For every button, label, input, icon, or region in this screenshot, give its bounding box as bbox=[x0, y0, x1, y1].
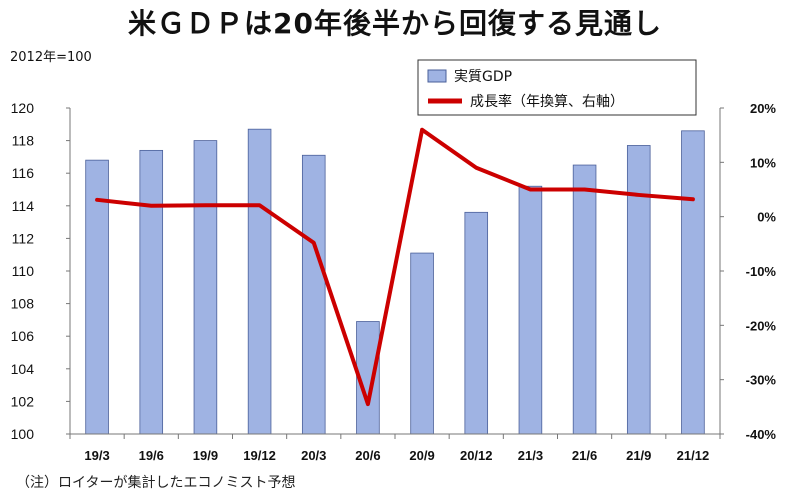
x-tick-label: 19/6 bbox=[139, 448, 164, 463]
x-tick-label: 20/3 bbox=[301, 448, 326, 463]
gdp-bar-19/9 bbox=[193, 140, 218, 435]
gdp-bar-21/12 bbox=[681, 130, 705, 435]
gdp-bar-20/9 bbox=[410, 252, 434, 435]
x-tick-label: 21/9 bbox=[626, 448, 651, 463]
left-tick-label: 102 bbox=[11, 393, 35, 409]
chart-title: 米ＧＤＰは20年後半から回復する見通し bbox=[128, 7, 662, 40]
x-tick-label: 21/6 bbox=[572, 448, 597, 463]
gdp-bar-19/6 bbox=[139, 149, 164, 435]
x-tick-label: 19/12 bbox=[243, 448, 276, 463]
left-tick-label: 106 bbox=[11, 328, 35, 344]
base-year-label: 2012年=100 bbox=[10, 50, 92, 65]
gdp-bar-21/9 bbox=[626, 145, 651, 435]
right-tick-label: -40% bbox=[746, 427, 777, 442]
legend: 実質GDP 成長率（年換算、右軸） bbox=[417, 59, 697, 116]
right-tick-label: -30% bbox=[746, 373, 777, 388]
left-tick-label: 112 bbox=[12, 230, 35, 246]
left-tick-label: 118 bbox=[12, 133, 35, 149]
right-tick-label: 10% bbox=[750, 155, 776, 170]
x-tick-label: 19/9 bbox=[193, 448, 218, 463]
x-tick-label: 20/12 bbox=[460, 448, 493, 463]
footnote: （注）ロイターが集計したエコノミスト予想 bbox=[16, 475, 296, 491]
left-tick-label: 110 bbox=[12, 263, 35, 279]
right-tick-label: -10% bbox=[746, 264, 777, 279]
left-tick-label: 116 bbox=[12, 165, 35, 181]
right-tick-label: 0% bbox=[757, 210, 776, 225]
x-tick-label: 21/3 bbox=[518, 448, 543, 463]
right-tick-label: 20% bbox=[750, 101, 776, 116]
legend-label-gdp: 実質GDP bbox=[454, 69, 512, 85]
gdp-bar-19/12 bbox=[247, 128, 272, 435]
legend-bar-swatch bbox=[427, 69, 447, 83]
legend-box bbox=[417, 59, 697, 116]
chart: 100 102 104 106 108 110 112 114 116 118 120 -40% -30… bbox=[11, 59, 777, 463]
right-tick-label: -20% bbox=[746, 318, 777, 333]
left-tick-label: 100 bbox=[11, 426, 35, 442]
x-tick-label: 21/12 bbox=[677, 448, 710, 463]
x-tick-label: 20/9 bbox=[409, 448, 434, 463]
left-tick-label: 120 bbox=[11, 100, 35, 116]
gdp-bar-21/3 bbox=[518, 185, 543, 435]
growth-rate-line bbox=[95, 127, 695, 407]
x-tick-label: 20/6 bbox=[355, 448, 380, 463]
left-tick-label: 108 bbox=[11, 296, 35, 312]
gdp-bar-20/12 bbox=[464, 211, 489, 435]
x-tick-label: 19/3 bbox=[84, 448, 109, 463]
left-tick-label: 104 bbox=[11, 361, 35, 377]
left-tick-label: 114 bbox=[12, 198, 35, 214]
legend-label-growth: 成長率（年換算、右軸） bbox=[470, 93, 624, 110]
gdp-bar-21/6 bbox=[572, 164, 597, 435]
gdp-bar-20/3 bbox=[301, 154, 326, 435]
